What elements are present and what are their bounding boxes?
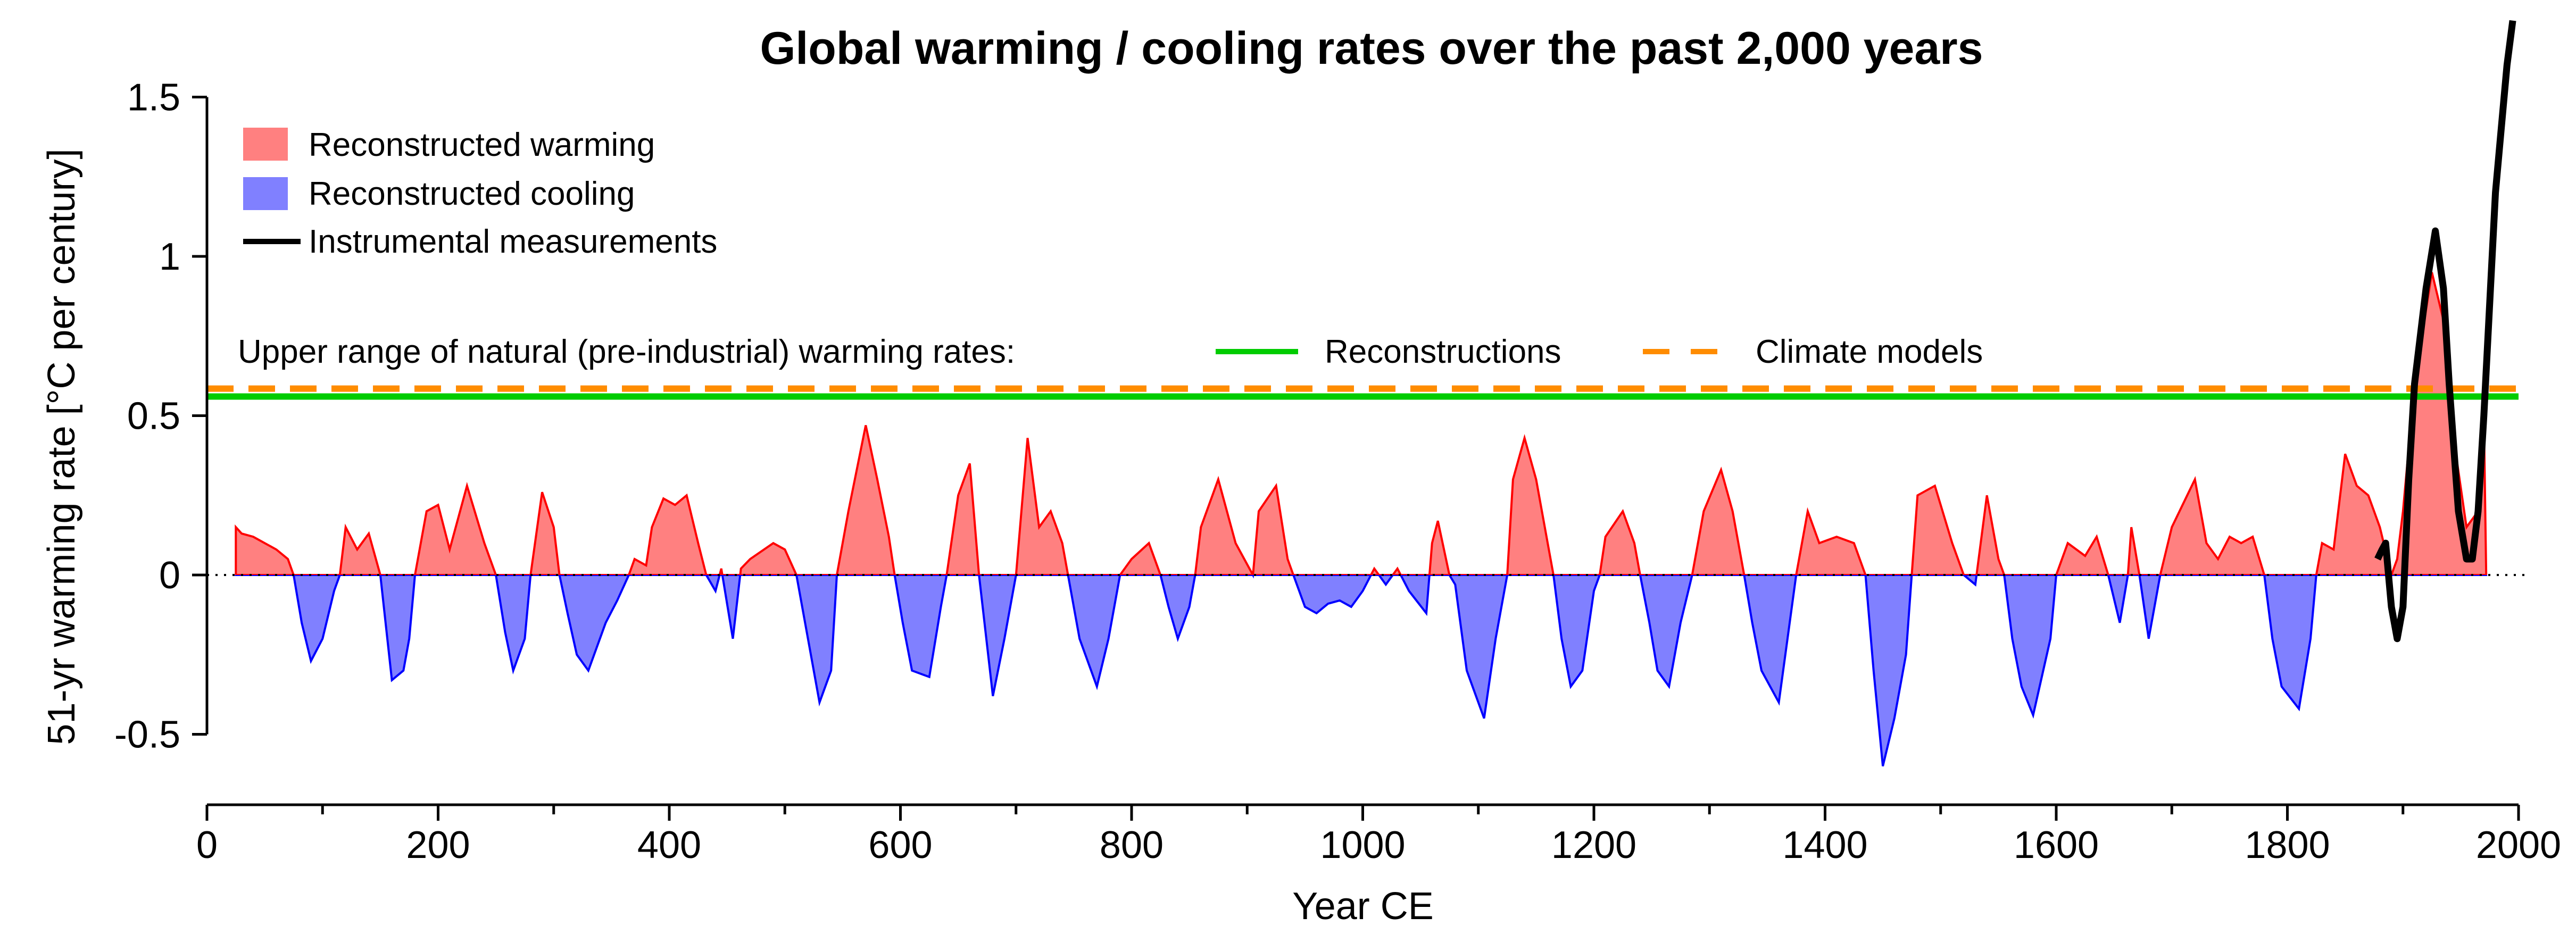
chart-title: Global warming / cooling rates over the … — [760, 23, 1983, 74]
x-axis-label: Year CE — [1292, 885, 1434, 928]
y-axis-label: 51-yr warming rate [°C per century] — [40, 148, 83, 745]
x-tick-label: 600 — [868, 824, 932, 866]
x-tick-label: 1200 — [1551, 824, 1636, 866]
reconstruction-series — [235, 272, 2488, 766]
legend-swatch-cooling — [243, 177, 288, 210]
y-tick-label: 0 — [159, 554, 180, 597]
y-tick-label: 0.5 — [127, 395, 180, 438]
reference-legend-title: Upper range of natural (pre-industrial) … — [238, 334, 1015, 370]
legend-label-warming: Reconstructed warming — [309, 127, 655, 163]
x-tick-label: 2000 — [2476, 824, 2561, 866]
legend-label-climate-models: Climate models — [1756, 334, 1983, 370]
x-tick-label: 800 — [1100, 824, 1164, 866]
x-tick-label: 400 — [637, 824, 701, 866]
legend: Reconstructed warming Reconstructed cool… — [238, 127, 1983, 370]
instrumental-line — [2374, 20, 2516, 643]
x-tick-label: 1400 — [1782, 824, 1867, 866]
x-tick-label: 200 — [406, 824, 470, 866]
cooling-fill — [235, 575, 2488, 766]
y-tick-label: -0.5 — [114, 714, 180, 756]
legend-swatch-warming — [243, 128, 288, 161]
warming-fill — [235, 272, 2488, 575]
legend-label-instrumental: Instrumental measurements — [309, 223, 717, 260]
legend-label-cooling: Reconstructed cooling — [309, 176, 635, 212]
y-tick-label: 1.5 — [127, 77, 180, 119]
x-tick-label: 1000 — [1320, 824, 1405, 866]
x-tick-label: 0 — [196, 824, 218, 866]
x-tick-label: 1600 — [2014, 824, 2099, 866]
y-tick-label: 1 — [159, 236, 180, 278]
legend-label-reconstructions: Reconstructions — [1325, 334, 1561, 370]
axes: -0.5 0 0.5 1 1.5 0 200 400 600 800 1000 1200 1400 160… — [114, 77, 2561, 867]
x-tick-label: 1800 — [2245, 824, 2330, 866]
